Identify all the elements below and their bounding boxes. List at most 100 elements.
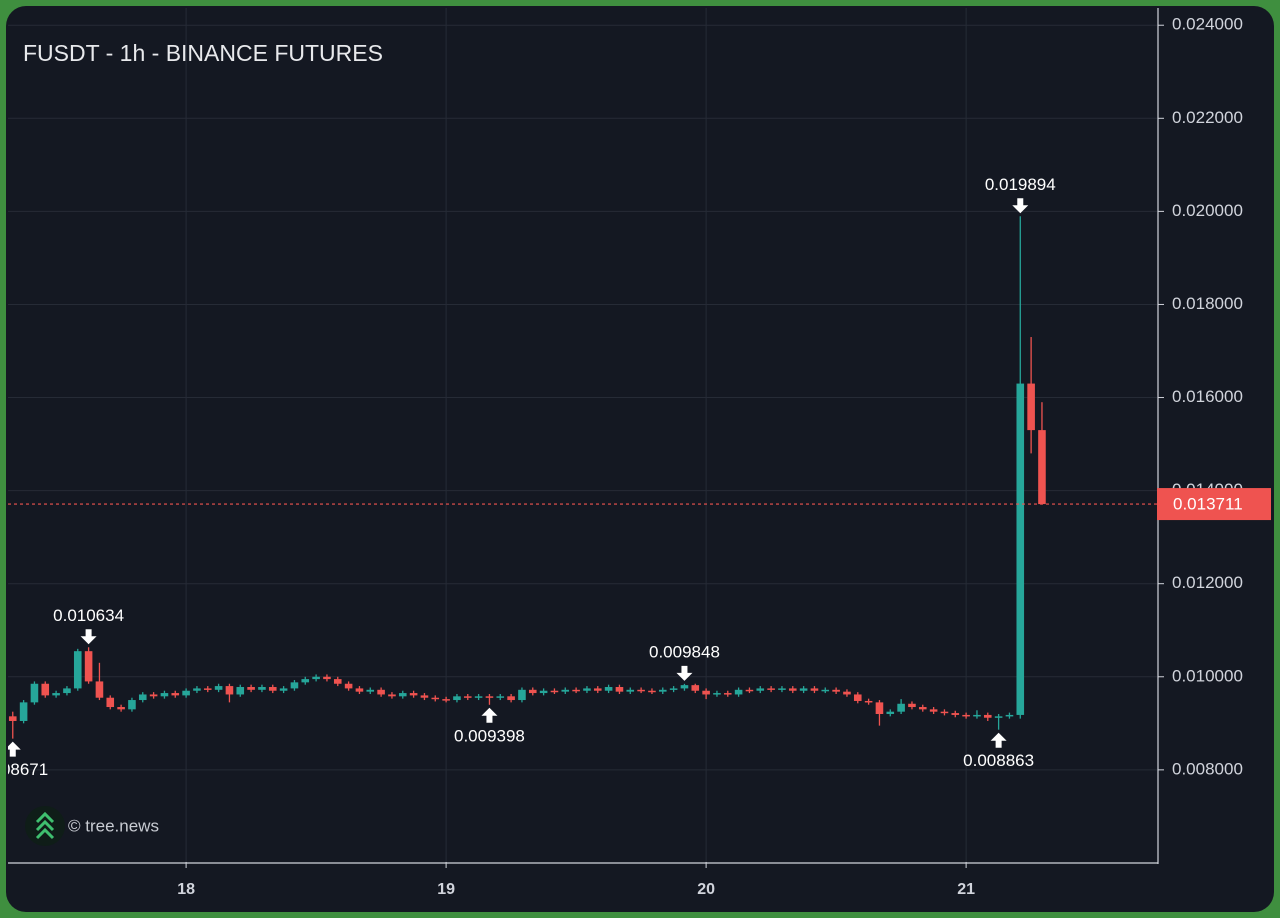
y-tick-label: 0.024000 [1172,15,1243,34]
candle-body [756,688,765,691]
candle-body [236,687,245,695]
plot-area: 0.010634 0.009848 0.019894 0.008671 0.009398… [8,175,1158,779]
candle-body [908,703,916,708]
candle-body [333,679,342,684]
candle-body [301,679,310,683]
candle-body [463,696,472,698]
candle-body [658,689,667,692]
candle-body [290,682,299,689]
candle-body [474,696,483,698]
x-tick-label: 19 [437,881,455,898]
candle-body [1005,714,1014,717]
candle-body [778,688,786,690]
candle-body [203,688,212,690]
low-marker [8,741,21,757]
candle-body [214,686,223,690]
candle-body [561,689,570,692]
high-label: 0.009848 [649,642,720,661]
candle-body [583,688,591,691]
candle-body [734,689,743,695]
candle-body [431,697,440,700]
candle-body [843,691,851,695]
candle-body [539,690,548,694]
x-tick-label: 20 [697,881,715,898]
candle-body [1016,383,1025,715]
low-marker [990,732,1007,748]
candle-body [30,683,39,703]
candle-body [983,714,992,718]
candle-body [84,651,93,682]
low-marker [481,707,498,723]
candle-body [19,702,28,721]
candle-body [268,687,277,691]
candle-body [193,688,201,691]
candle-body [149,694,158,697]
candle-body [117,707,125,710]
candle-body [398,693,407,697]
candle-body [182,690,190,696]
candle-body [648,690,656,693]
x-tick-label: 18 [177,881,195,898]
candle-body [366,689,375,692]
candle-body [875,702,884,715]
y-tick-label: 0.010000 [1172,666,1243,685]
candle-body [810,688,819,691]
candle-body [171,693,180,696]
candle-body [973,714,981,717]
watermark-logo [25,806,65,846]
last-price-label: 0.013711 [1173,495,1243,514]
candle-body [344,683,353,689]
candle-body [918,707,927,710]
candle-body [312,676,320,680]
candle-body [550,690,559,693]
high-label: 0.010634 [53,606,124,625]
candle-body [853,694,862,701]
candle-body [160,693,169,697]
candle-body [702,690,710,695]
candle-body [994,716,1003,718]
x-tick-label: 21 [957,881,975,898]
high-label: 0.019894 [985,175,1056,194]
candle-body [572,689,580,692]
candle-body [723,693,732,695]
candle-body [626,689,635,692]
candle-body [745,689,754,692]
candle-body [821,689,830,692]
candle-body [225,686,234,695]
candle-body [767,688,775,690]
axes: 0.0080000.0100000.0120000.0140000.016000… [177,15,1271,898]
candle-body [138,694,147,701]
candle-body [637,689,645,692]
y-tick-label: 0.020000 [1172,201,1243,220]
candle-body [897,703,905,712]
watermark: © tree.news [68,816,159,835]
candle-body [355,688,364,692]
candle-body [496,696,505,698]
candle-body [95,681,104,698]
candle-body [832,689,840,692]
last-price-box [1157,488,1271,521]
candle-body [1027,383,1035,431]
candle-body [886,711,895,715]
candle-body [680,685,689,689]
y-tick-label: 0.022000 [1172,108,1243,127]
candle-body [864,700,873,703]
candle-body [615,687,624,692]
low-label: 0.009398 [454,726,525,745]
y-tick-label: 0.018000 [1172,294,1243,313]
candle-body [41,683,50,696]
candle-body [63,688,71,694]
candle-body [247,687,255,690]
high-marker [80,629,97,645]
candle-body [128,700,136,710]
candle-body [279,688,288,691]
candle-body [691,685,700,691]
candle-body [951,713,960,715]
candle-body [442,699,450,701]
chart-title: FUSDT - 1h - BINANCE FUTURES [23,40,383,66]
candle-body [485,696,494,698]
candle-body [106,697,115,708]
candle-body [409,693,418,696]
low-label: 0.008863 [963,751,1034,770]
